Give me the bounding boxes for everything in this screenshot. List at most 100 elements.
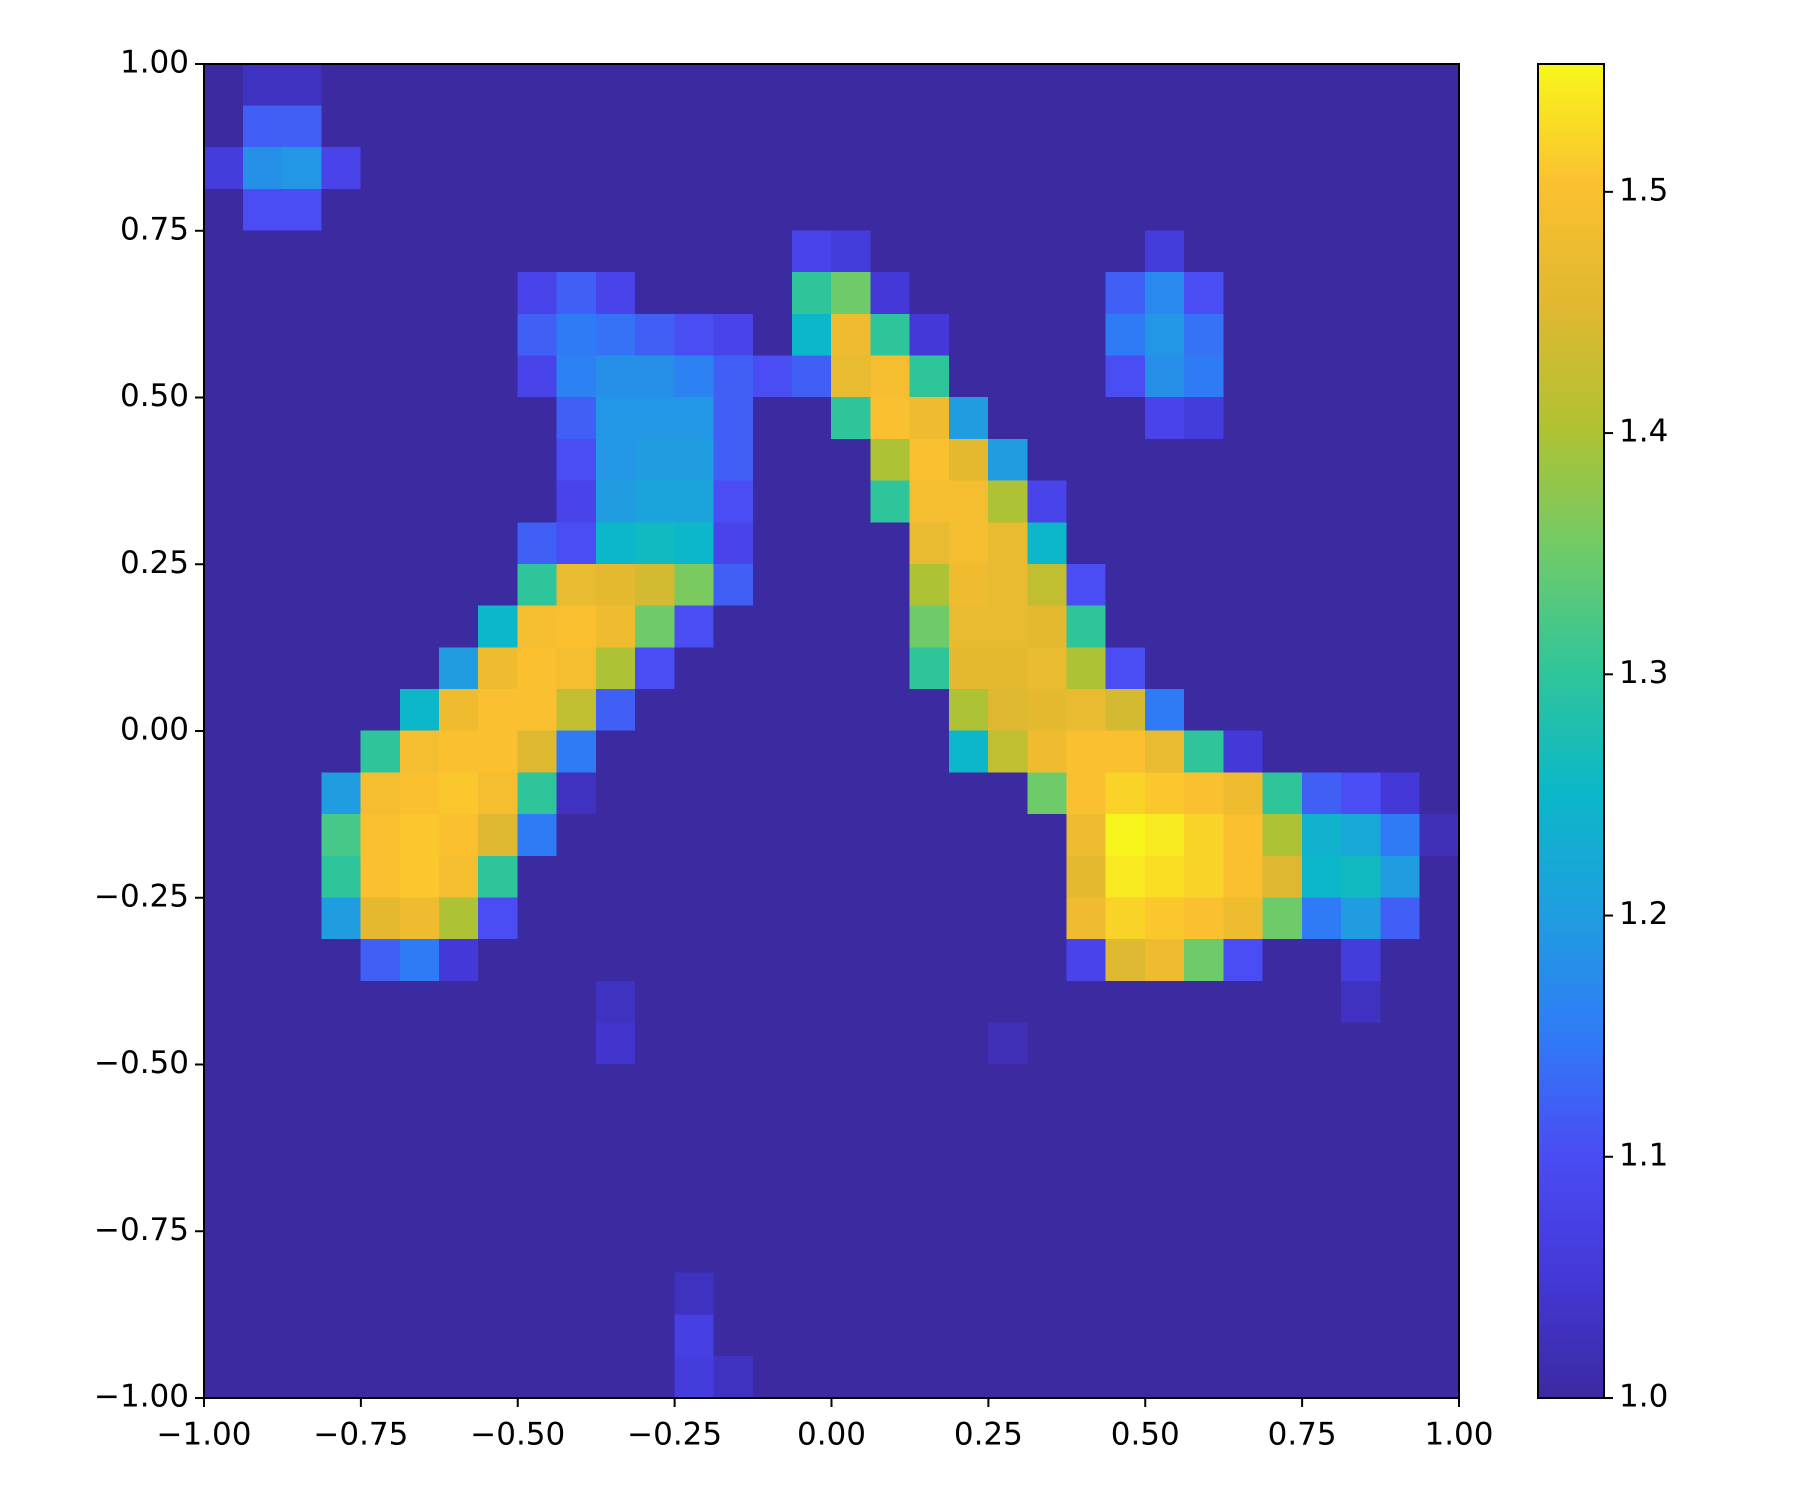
cell bbox=[1301, 855, 1342, 899]
cell bbox=[399, 605, 440, 648]
y-tick-label: 0.00 bbox=[120, 712, 189, 748]
cell bbox=[1380, 1189, 1421, 1232]
cell bbox=[791, 1272, 832, 1315]
cell bbox=[478, 939, 519, 982]
cell bbox=[1184, 355, 1224, 398]
cell bbox=[517, 1022, 558, 1065]
cell bbox=[831, 563, 872, 607]
cell bbox=[752, 689, 793, 732]
cell bbox=[1105, 355, 1146, 398]
cell bbox=[203, 563, 244, 607]
cell bbox=[831, 1022, 872, 1065]
cell bbox=[556, 730, 597, 773]
cell bbox=[517, 272, 558, 315]
cell bbox=[1301, 689, 1342, 732]
cell bbox=[321, 1022, 362, 1065]
cell bbox=[1223, 230, 1264, 273]
cell bbox=[282, 605, 322, 648]
cell bbox=[242, 313, 283, 357]
cell bbox=[242, 230, 283, 273]
cell bbox=[1341, 147, 1381, 190]
cell bbox=[948, 980, 989, 1024]
cell bbox=[360, 1105, 401, 1149]
cell bbox=[242, 63, 283, 106]
cell bbox=[1066, 1314, 1107, 1357]
cell bbox=[439, 855, 479, 899]
cell bbox=[713, 730, 754, 773]
cell bbox=[360, 1189, 401, 1232]
cell bbox=[399, 939, 440, 982]
x-tick-label: 1.00 bbox=[1424, 1417, 1493, 1453]
cell bbox=[1419, 397, 1460, 440]
cell bbox=[360, 272, 401, 315]
cell bbox=[752, 1272, 793, 1315]
cell bbox=[909, 438, 950, 482]
cell bbox=[1341, 522, 1381, 565]
cell bbox=[909, 605, 950, 648]
cell bbox=[988, 1272, 1028, 1315]
cell bbox=[282, 1105, 322, 1149]
cell bbox=[831, 147, 872, 190]
cell bbox=[1380, 1314, 1421, 1357]
cell bbox=[1027, 1189, 1068, 1232]
cell bbox=[1027, 105, 1068, 148]
cell bbox=[1066, 939, 1107, 982]
cell bbox=[831, 1064, 872, 1107]
cell bbox=[1380, 1064, 1421, 1107]
cell bbox=[831, 438, 872, 482]
cell bbox=[1223, 1147, 1264, 1190]
cell bbox=[1301, 730, 1342, 773]
cell bbox=[870, 1147, 911, 1190]
cell bbox=[399, 647, 440, 690]
cell bbox=[1262, 980, 1303, 1024]
cell bbox=[282, 1356, 322, 1399]
cell bbox=[360, 939, 401, 982]
cell bbox=[517, 1314, 558, 1357]
cell bbox=[242, 355, 283, 398]
cell bbox=[1105, 313, 1146, 357]
cell bbox=[1144, 313, 1185, 357]
cell bbox=[1144, 1105, 1185, 1149]
cell bbox=[1144, 188, 1185, 232]
cell bbox=[1027, 313, 1068, 357]
cell bbox=[1105, 230, 1146, 273]
cell bbox=[1341, 1147, 1381, 1190]
cell bbox=[1419, 897, 1460, 940]
cell bbox=[360, 147, 401, 190]
cell bbox=[242, 563, 283, 607]
cell bbox=[360, 397, 401, 440]
cell bbox=[1184, 1147, 1224, 1190]
cell bbox=[595, 1105, 636, 1149]
cell bbox=[360, 438, 401, 482]
cell bbox=[831, 1356, 872, 1399]
cell bbox=[909, 522, 950, 565]
cell bbox=[1105, 480, 1146, 523]
cell bbox=[1262, 772, 1303, 815]
cell bbox=[752, 1230, 793, 1274]
cell bbox=[1301, 1314, 1342, 1357]
cell bbox=[1341, 689, 1381, 732]
cell bbox=[1027, 647, 1068, 690]
cell bbox=[360, 814, 401, 857]
cell bbox=[321, 1147, 362, 1190]
cell bbox=[399, 814, 440, 857]
cell bbox=[1341, 63, 1381, 106]
cell bbox=[870, 1105, 911, 1149]
cell bbox=[831, 63, 872, 106]
cell bbox=[1341, 939, 1381, 982]
cell bbox=[909, 230, 950, 273]
cell bbox=[870, 1064, 911, 1107]
cell bbox=[674, 1230, 715, 1274]
cell bbox=[1223, 480, 1264, 523]
cell bbox=[831, 188, 872, 232]
cell bbox=[1144, 563, 1185, 607]
cell bbox=[752, 897, 793, 940]
cell bbox=[517, 855, 558, 899]
cell bbox=[752, 605, 793, 648]
cell bbox=[1066, 1230, 1107, 1274]
y-tick-label: 0.75 bbox=[120, 211, 189, 247]
cell bbox=[1144, 647, 1185, 690]
cell bbox=[1184, 814, 1224, 857]
cell bbox=[1105, 1105, 1146, 1149]
